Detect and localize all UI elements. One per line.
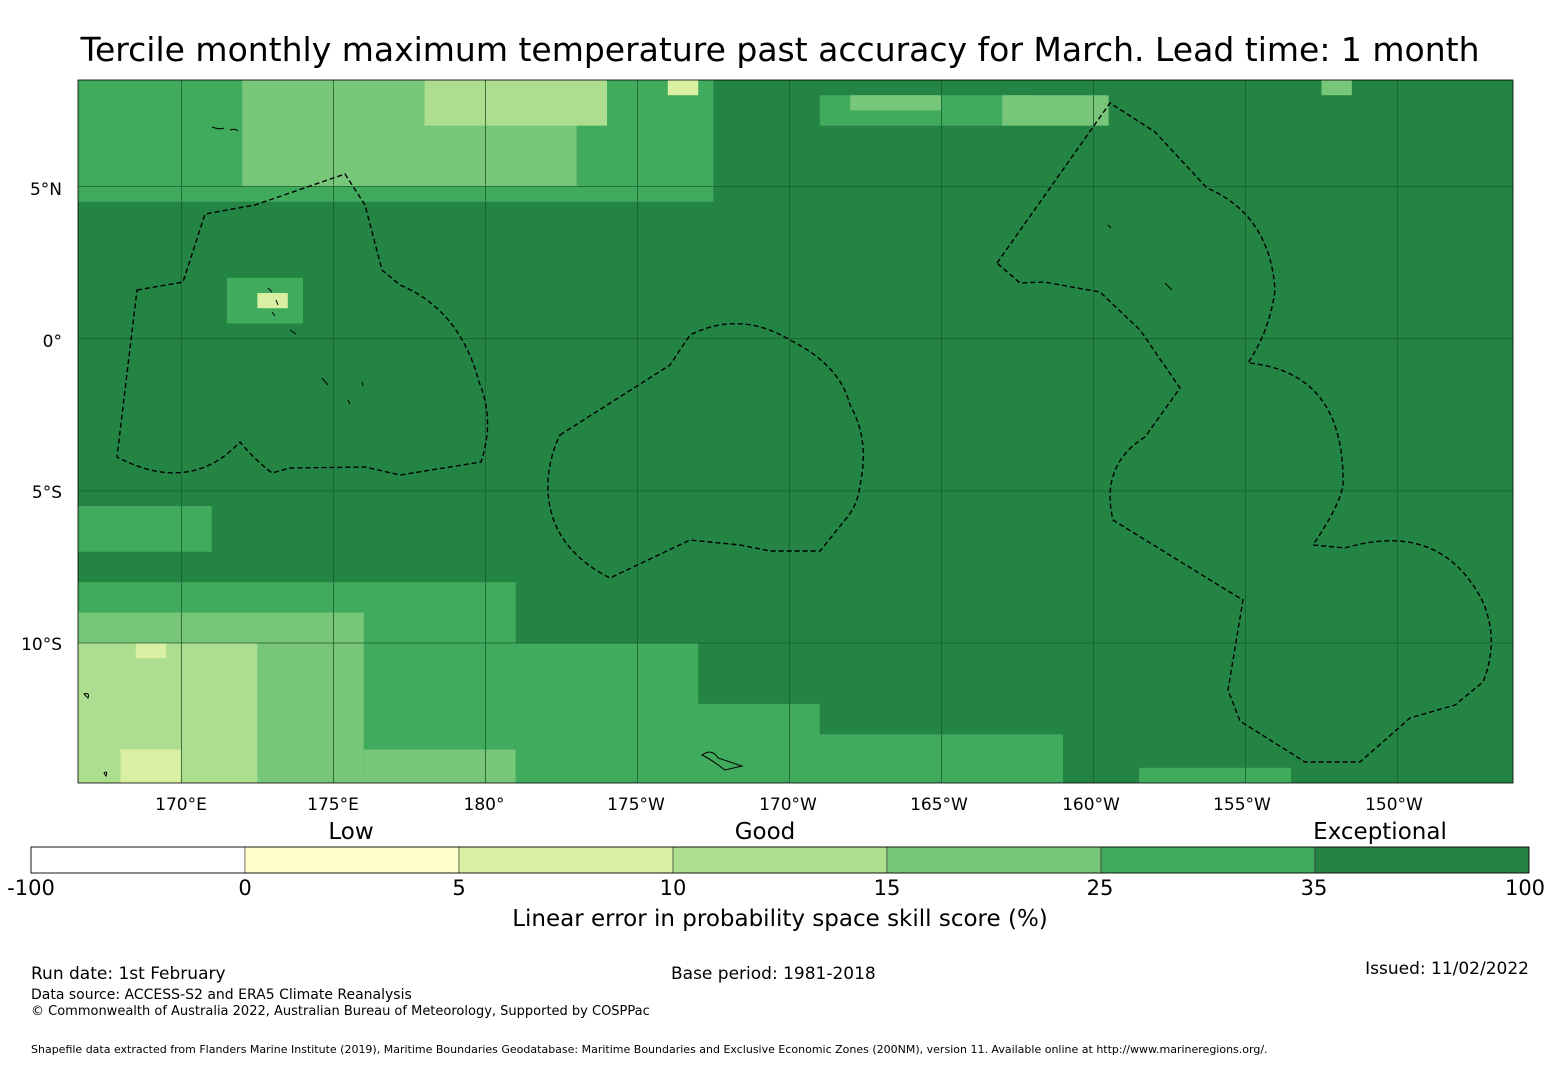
colorbar-tick: 35 (1300, 876, 1328, 900)
island-gilberts (267, 287, 297, 335)
colorbar-swatch (458, 846, 674, 874)
lon-tick-label: 170°W (759, 795, 817, 815)
island-tuvalu (321, 377, 364, 405)
colorbar-swatch (30, 846, 246, 874)
colorbar-category-exceptional: Exceptional (1313, 819, 1447, 845)
lon-tick-label: 175°W (607, 795, 665, 815)
colorbar-label: Linear error in probability space skill … (512, 906, 1048, 932)
colorbar-tick: 10 (659, 876, 687, 900)
lat-tick-label: 0° (42, 332, 62, 352)
data-source: Data source: ACCESS-S2 and ERA5 Climate … (31, 987, 412, 1003)
graticule (78, 80, 1513, 783)
colorbar-tick: 25 (1086, 876, 1114, 900)
lon-tick-label: 170°E (155, 795, 207, 815)
island-samoa (701, 751, 744, 771)
colorbar-tick: 15 (873, 876, 901, 900)
colorbar-swatches (30, 846, 1530, 874)
skill-region (363, 749, 516, 783)
colorbar-category-low: Low (328, 819, 374, 845)
skill-region (850, 95, 942, 111)
colorbar-category-good: Good (734, 819, 796, 845)
eez-boundary-east (996, 102, 1492, 763)
run-date: Run date: 1st February (31, 964, 226, 984)
skill-region (424, 80, 608, 126)
colorbar-tick: 0 (238, 876, 252, 900)
colorbar-swatch (1314, 846, 1530, 874)
skill-map (77, 79, 1514, 784)
lon-tick-label: 150°W (1365, 795, 1423, 815)
coastlines (83, 126, 1173, 778)
skill-region (515, 643, 699, 783)
colorbar-swatch (672, 846, 888, 874)
lat-tick-label: 5°N (29, 180, 62, 200)
lon-tick-label: 175°E (307, 795, 359, 815)
colorbar-tick: 100 (1504, 876, 1546, 900)
skill-region (667, 80, 699, 96)
skill-region (1139, 767, 1292, 783)
lon-tick-label: 160°W (1062, 795, 1120, 815)
island-marshalls (211, 126, 239, 132)
skill-region (1002, 95, 1109, 126)
skill-region (804, 734, 1064, 783)
lat-tick-label: 5°S (31, 483, 62, 503)
skill-region (120, 749, 182, 783)
colorbar-tick: -100 (7, 876, 55, 900)
skill-region (135, 643, 167, 659)
colorbar-swatch (244, 846, 460, 874)
eez-boundary-west (116, 173, 489, 476)
skill-region (1321, 80, 1352, 96)
base-period: Base period: 1981-2018 (671, 964, 876, 984)
colorbar-swatch (886, 846, 1102, 874)
skill-region (257, 293, 288, 309)
eez-boundaries (116, 102, 1492, 763)
colorbar-frame (30, 846, 1530, 874)
copyright: © Commonwealth of Australia 2022, Austra… (31, 1004, 650, 1019)
issued-date: Issued: 11/02/2022 (1365, 959, 1529, 979)
map-frame (77, 79, 1514, 784)
chart-title: Tercile monthly maximum temperature past… (80, 30, 1480, 69)
lon-tick-label: 155°W (1213, 795, 1271, 815)
skill-region (78, 506, 212, 552)
colorbar-tick: 5 (452, 876, 466, 900)
lon-tick-label: 165°W (910, 795, 968, 815)
skill-cells (78, 80, 1513, 783)
shapefile-credit: Shapefile data extracted from Flanders M… (31, 1043, 1268, 1056)
island-line-islands (1107, 224, 1173, 291)
island-vanuatu (83, 693, 108, 778)
lon-tick-label: 180° (463, 795, 505, 815)
colorbar-swatch (1100, 846, 1316, 874)
lat-tick-label: 10°S (21, 635, 62, 655)
